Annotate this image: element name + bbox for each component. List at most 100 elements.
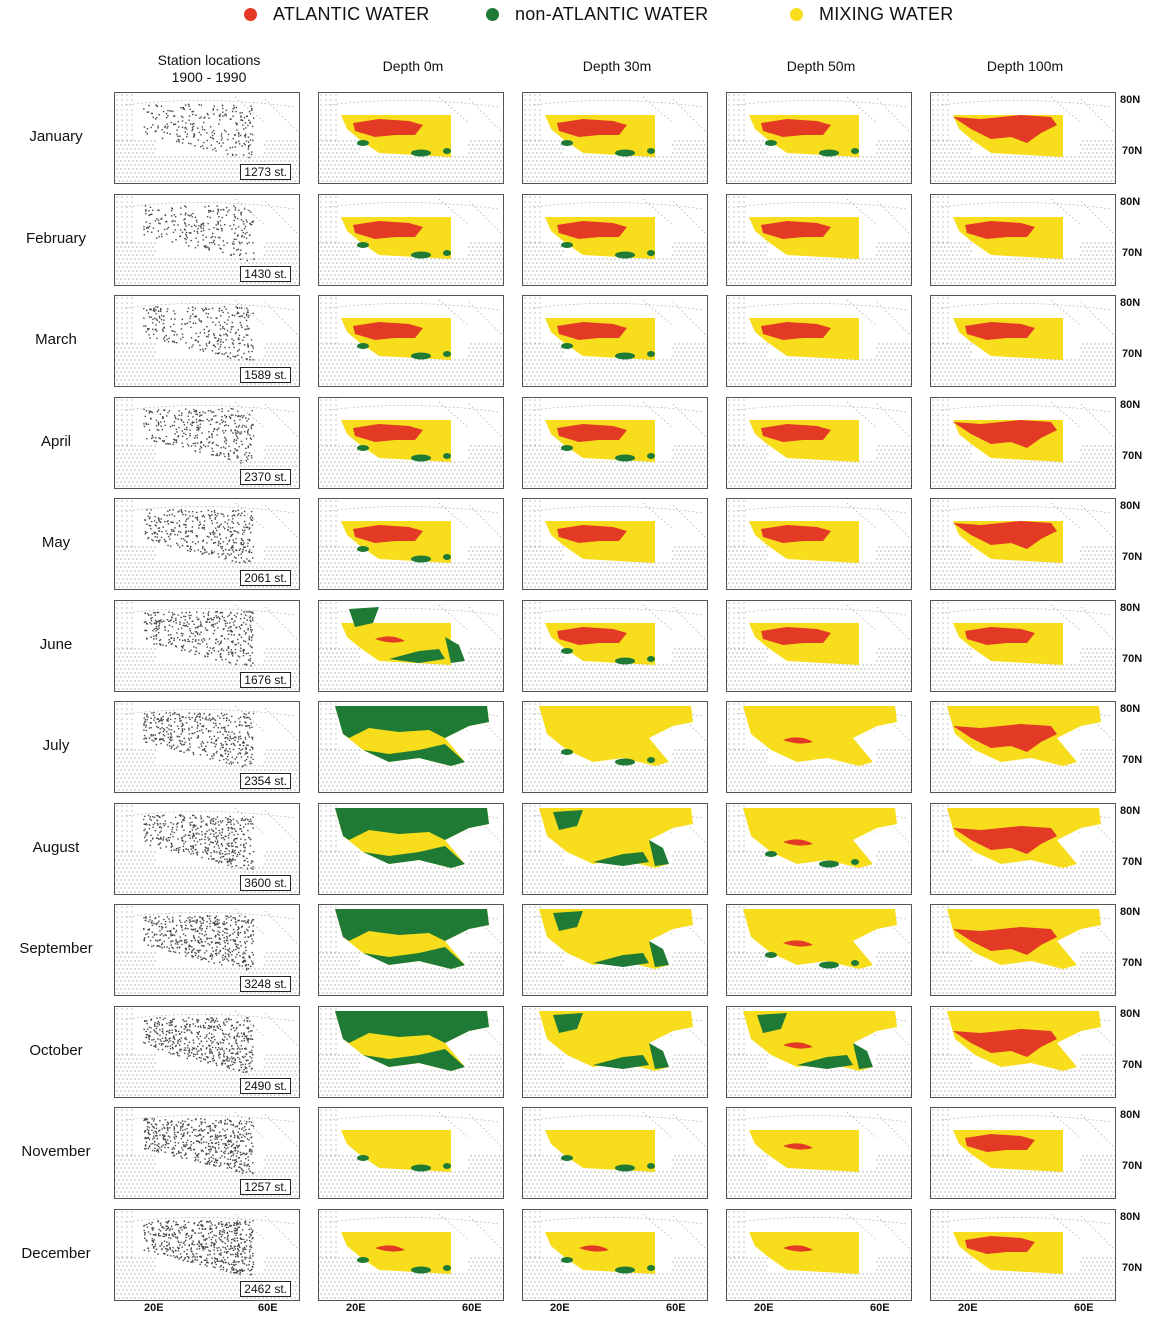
water-mass-map-panel xyxy=(930,92,1116,184)
land-dots xyxy=(523,1109,707,1197)
land-dots xyxy=(931,94,1115,182)
water-mass-map-panel xyxy=(726,904,912,996)
atlantic-water-area xyxy=(965,1235,1035,1254)
graticule xyxy=(532,198,707,235)
land-dots xyxy=(727,805,911,893)
atlantic-water-area xyxy=(353,322,423,340)
graticule xyxy=(532,1213,707,1250)
water-mass-map-panel xyxy=(522,904,708,996)
lat-label-80n: 80N xyxy=(1120,1109,1140,1121)
atlantic-water-area xyxy=(761,626,831,645)
graticule xyxy=(532,401,707,438)
land-dots xyxy=(319,1109,503,1197)
lat-label-70n: 70N xyxy=(1122,1160,1142,1172)
lat-label-70n: 70N xyxy=(1122,551,1142,563)
legend-atlantic: ATLANTIC WATER xyxy=(244,4,429,25)
atlantic-water-area xyxy=(557,220,627,239)
land-dots xyxy=(931,500,1115,588)
atlantic-water-area xyxy=(965,322,1035,340)
water-mass-map-panel xyxy=(522,1208,708,1301)
lon-label-20e: 20E xyxy=(958,1302,978,1314)
water-mass-map-panel xyxy=(522,92,708,184)
atlantic-water-area xyxy=(579,1244,609,1252)
atlantic-water-area xyxy=(353,220,423,239)
mixing-water-area xyxy=(539,706,693,766)
water-mass-map-panel xyxy=(726,92,912,184)
mixing-water-area xyxy=(545,1231,655,1274)
non-atlantic-water-area xyxy=(561,1256,655,1273)
lon-label-60e: 60E xyxy=(666,1302,686,1314)
graticule xyxy=(532,299,707,337)
month-label: January xyxy=(0,128,112,145)
station-count: 2061 st. xyxy=(240,570,291,586)
lat-label-70n: 70N xyxy=(1122,348,1142,360)
atlantic-water-area xyxy=(783,1143,813,1150)
lon-label-60e: 60E xyxy=(1074,1302,1094,1314)
non-atlantic-water-area xyxy=(335,807,489,868)
atlantic-water-area xyxy=(965,626,1035,645)
legend-non-atlantic-label: non-ATLANTIC WATER xyxy=(515,4,708,25)
atlantic-water-area xyxy=(557,119,627,137)
land-dots xyxy=(931,602,1115,690)
atlantic-water-area xyxy=(953,927,1057,955)
land-dots xyxy=(727,1211,911,1299)
water-mass-map-panel xyxy=(318,802,504,895)
atlantic-water-area xyxy=(353,423,423,442)
lat-label-80n: 80N xyxy=(1120,297,1140,309)
land-dots xyxy=(931,196,1115,284)
lat-label-80n: 80N xyxy=(1120,805,1140,817)
lat-label-80n: 80N xyxy=(1120,1008,1140,1020)
water-mass-map-panel xyxy=(930,1208,1116,1301)
month-label: March xyxy=(0,331,112,348)
header-depth-30: Depth 30m xyxy=(522,58,712,75)
land-dots xyxy=(319,94,503,182)
atlantic-water-area xyxy=(375,635,405,643)
mixing-water-area xyxy=(545,1130,655,1172)
water-mass-map-panel xyxy=(930,295,1116,387)
month-label: December xyxy=(0,1245,112,1262)
non-atlantic-water-area xyxy=(553,809,669,866)
lat-label-80n: 80N xyxy=(1120,94,1140,106)
month-label: February xyxy=(0,230,112,247)
atlantic-water-area xyxy=(557,423,627,442)
legend-atlantic-label: ATLANTIC WATER xyxy=(273,4,429,25)
mixing-water-area xyxy=(743,909,897,969)
land-dots xyxy=(727,1109,911,1197)
land-dots xyxy=(319,703,503,791)
atlantic-water-area xyxy=(761,423,831,442)
lat-label-70n: 70N xyxy=(1122,145,1142,157)
atlantic-water-area xyxy=(953,419,1057,448)
land-dots xyxy=(727,1008,911,1096)
land-dots xyxy=(115,1008,299,1096)
graticule xyxy=(124,401,299,438)
water-mass-map-panel xyxy=(522,193,708,286)
header-depth-50: Depth 50m xyxy=(726,58,916,75)
non-atlantic-water-area xyxy=(357,1155,451,1172)
graticule xyxy=(532,96,707,134)
land-dots xyxy=(115,500,299,588)
legend: ATLANTIC WATER non-ATLANTIC WATER MIXING… xyxy=(0,0,1151,34)
graticule xyxy=(328,1111,503,1149)
land-dots xyxy=(319,500,503,588)
lon-label-20e: 20E xyxy=(346,1302,366,1314)
station-dots xyxy=(143,915,255,971)
water-mass-map-panel xyxy=(930,1005,1116,1098)
water-mass-map-panel xyxy=(930,802,1116,895)
graticule xyxy=(736,96,911,134)
water-mass-map-panel xyxy=(930,193,1116,286)
water-mass-map-panel xyxy=(930,701,1116,793)
lat-label-70n: 70N xyxy=(1122,856,1142,868)
land-dots xyxy=(319,805,503,893)
water-mass-map-panel xyxy=(726,1107,912,1199)
non-atlantic-water-area xyxy=(765,952,859,969)
land-dots xyxy=(523,1211,707,1299)
atlantic-water-area xyxy=(353,119,423,137)
non-atlantic-water-area xyxy=(357,343,451,360)
station-map-panel: 2462 st. xyxy=(114,1208,300,1301)
header-station-line1: Station locations xyxy=(114,52,304,69)
legend-mixing: MIXING WATER xyxy=(790,4,953,25)
station-dots xyxy=(143,1219,255,1275)
non-atlantic-water-area xyxy=(553,1012,669,1069)
atlantic-water-area xyxy=(761,322,831,340)
land-dots xyxy=(523,500,707,588)
